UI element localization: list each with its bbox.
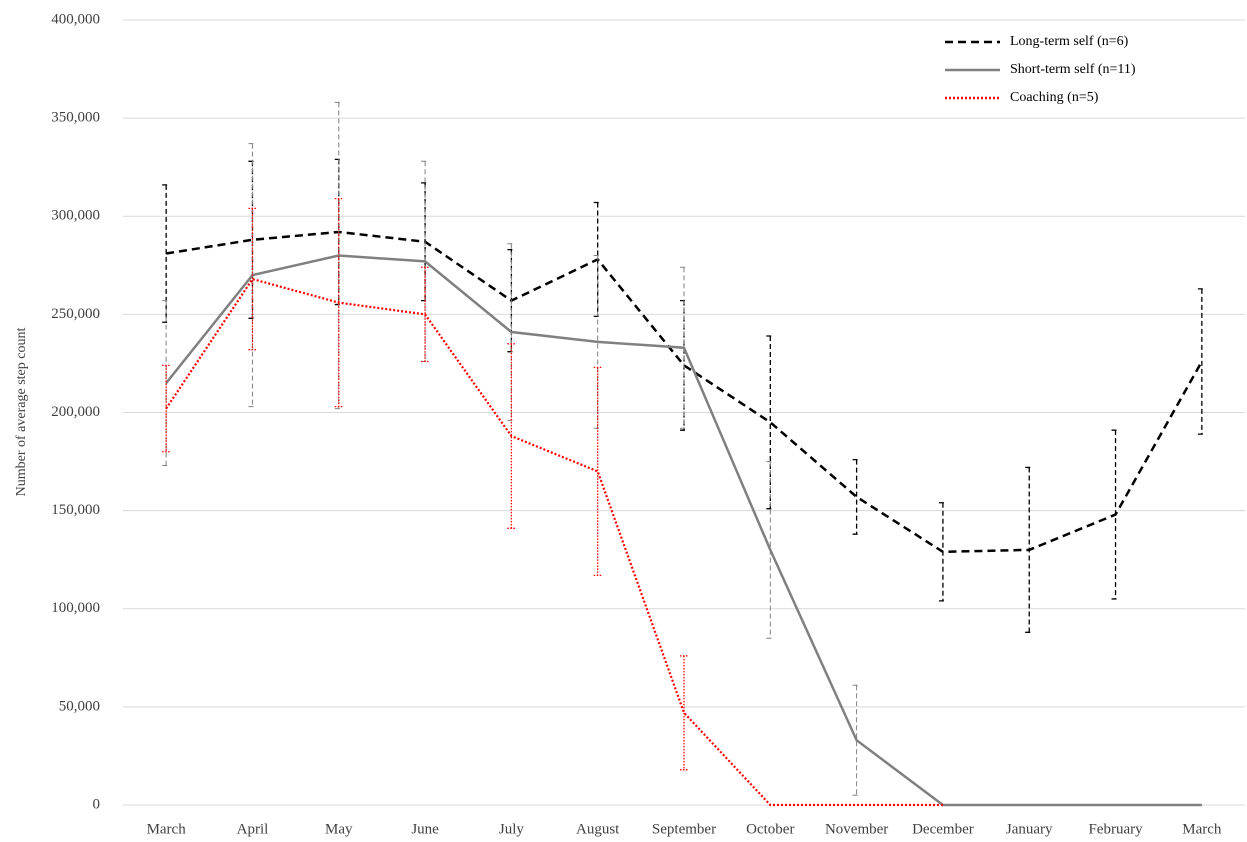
error-bar (334, 197, 343, 408)
y-tick-label: 250,000 (51, 306, 100, 322)
legend-label: Short-term self (n=11) (1010, 62, 1136, 77)
x-tick-label: April (237, 821, 269, 837)
y-tick-label: 50,000 (59, 698, 100, 714)
y-tick-label: 150,000 (51, 502, 100, 518)
error-bar (766, 335, 775, 510)
y-tick-label: 200,000 (51, 404, 100, 420)
error-bar (421, 266, 430, 363)
series-line (165, 277, 943, 807)
y-tick-label: 400,000 (51, 11, 100, 27)
series-line (165, 254, 1202, 807)
y-axis-label: Number of average step count (14, 328, 29, 497)
x-tick-label: August (576, 821, 620, 837)
legend: Long-term self (n=6) Short-term self (n=1… (945, 34, 1136, 105)
error-bar (680, 655, 688, 771)
error-bar (1197, 288, 1206, 435)
error-bar (852, 684, 861, 796)
x-tick-label: May (325, 821, 353, 837)
legend-label: Long-term self (n=6) (1010, 34, 1129, 49)
x-tick-label: March (147, 821, 187, 837)
y-tick-label: 0 (93, 796, 101, 812)
y-tick-label: 300,000 (51, 208, 100, 224)
error-bar (507, 343, 516, 529)
x-tick-label: October (746, 821, 794, 837)
y-tick-label: 350,000 (51, 110, 100, 126)
error-bar (852, 458, 861, 535)
x-tick-label: February (1088, 821, 1143, 837)
error-bar (248, 207, 257, 351)
x-tick-label: July (499, 821, 525, 837)
x-tick-label: January (1006, 821, 1053, 837)
x-tick-label: November (825, 821, 888, 837)
x-tick-label: December (912, 821, 974, 837)
x-tick-label: June (411, 821, 439, 837)
legend-label: Coaching (n=5) (1010, 90, 1099, 105)
y-tick-label: 100,000 (51, 600, 100, 616)
x-tick-label: September (652, 821, 716, 837)
x-tick-label: March (1182, 821, 1222, 837)
error-bar (593, 366, 602, 577)
